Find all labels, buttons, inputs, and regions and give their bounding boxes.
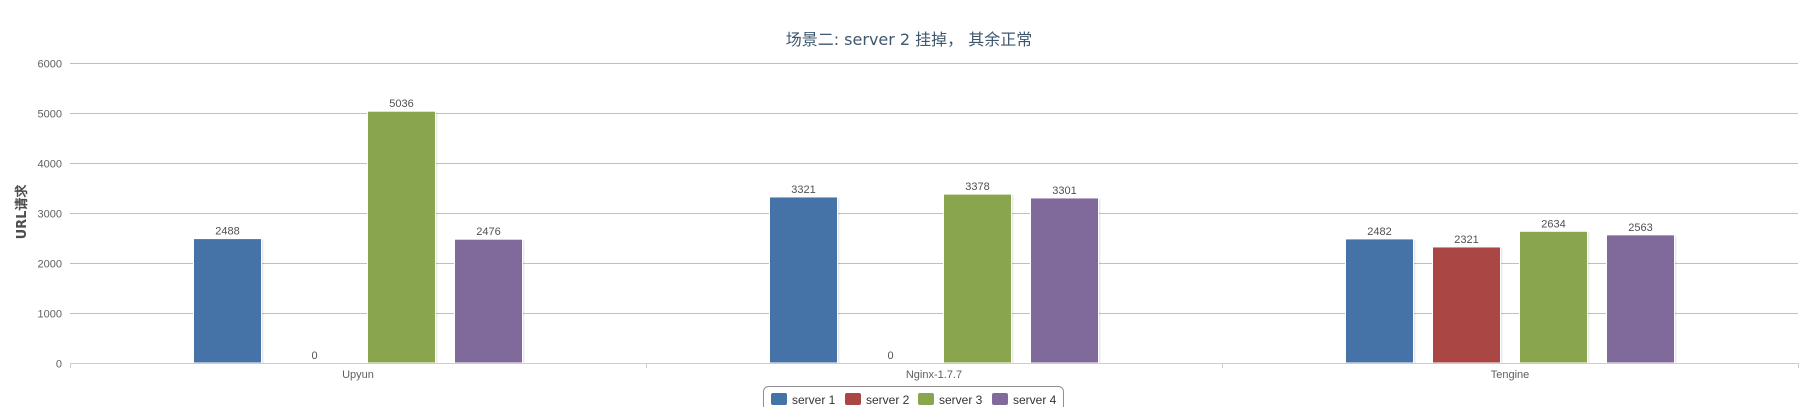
y-tick-label: 5000	[38, 109, 62, 121]
chart-title: 场景二: server 2 挂掉， 其余正常	[786, 30, 1033, 49]
bar	[1606, 234, 1675, 364]
data-label: 3301	[1052, 185, 1076, 197]
y-tick-label: 0	[56, 359, 62, 371]
x-tick-label: Nginx-1.7.7	[906, 369, 962, 381]
data-label: 3378	[965, 181, 989, 193]
legend-swatch	[845, 393, 861, 405]
data-label: 0	[311, 350, 317, 362]
y-tick-label: 1000	[38, 309, 62, 321]
data-label: 3321	[791, 184, 815, 196]
gridlines	[70, 63, 1798, 364]
legend: server 1 server 2 server 3 server 4	[763, 386, 1064, 407]
y-tick-label: 3000	[38, 209, 62, 221]
bar	[1345, 238, 1414, 364]
legend-swatch	[918, 393, 934, 405]
legend-item[interactable]: server 2	[866, 393, 910, 407]
x-axis: Upyun Nginx-1.7.7 Tengine	[70, 363, 1799, 381]
data-label: 2488	[215, 226, 239, 238]
legend-item[interactable]: server 3	[939, 393, 983, 407]
bar	[1519, 230, 1588, 364]
data-label: 2563	[1628, 222, 1652, 234]
data-label: 2476	[476, 226, 500, 238]
bars	[193, 110, 1677, 364]
bar	[943, 193, 1012, 364]
data-label: 2634	[1541, 218, 1565, 230]
data-label: 5036	[389, 98, 413, 110]
bar	[1432, 246, 1501, 364]
data-label: 0	[887, 350, 893, 362]
bar	[454, 238, 523, 364]
legend-swatch	[771, 393, 787, 405]
y-tick-label: 2000	[38, 259, 62, 271]
data-labels: 2488 3321 2482 0 0 2321 5036 3378 2634 2476 3301 25…	[215, 98, 1652, 362]
bar	[1030, 197, 1099, 364]
y-axis-ticks: 0 1000 2000 3000 4000 5000 6000	[38, 59, 62, 371]
data-label: 2482	[1367, 226, 1391, 238]
legend-box	[763, 386, 1064, 407]
y-tick-label: 4000	[38, 159, 62, 171]
y-axis-label: URL请求	[14, 184, 30, 240]
y-tick-label: 6000	[38, 59, 62, 71]
legend-item[interactable]: server 4	[1013, 393, 1057, 407]
bar	[769, 196, 838, 364]
x-tick-label: Tengine	[1491, 369, 1530, 381]
bar	[193, 238, 262, 364]
legend-swatch	[992, 393, 1008, 405]
bar	[367, 110, 436, 364]
data-label: 2321	[1454, 234, 1478, 246]
x-tick-label: Upyun	[342, 369, 374, 381]
legend-item[interactable]: server 1	[792, 393, 836, 407]
